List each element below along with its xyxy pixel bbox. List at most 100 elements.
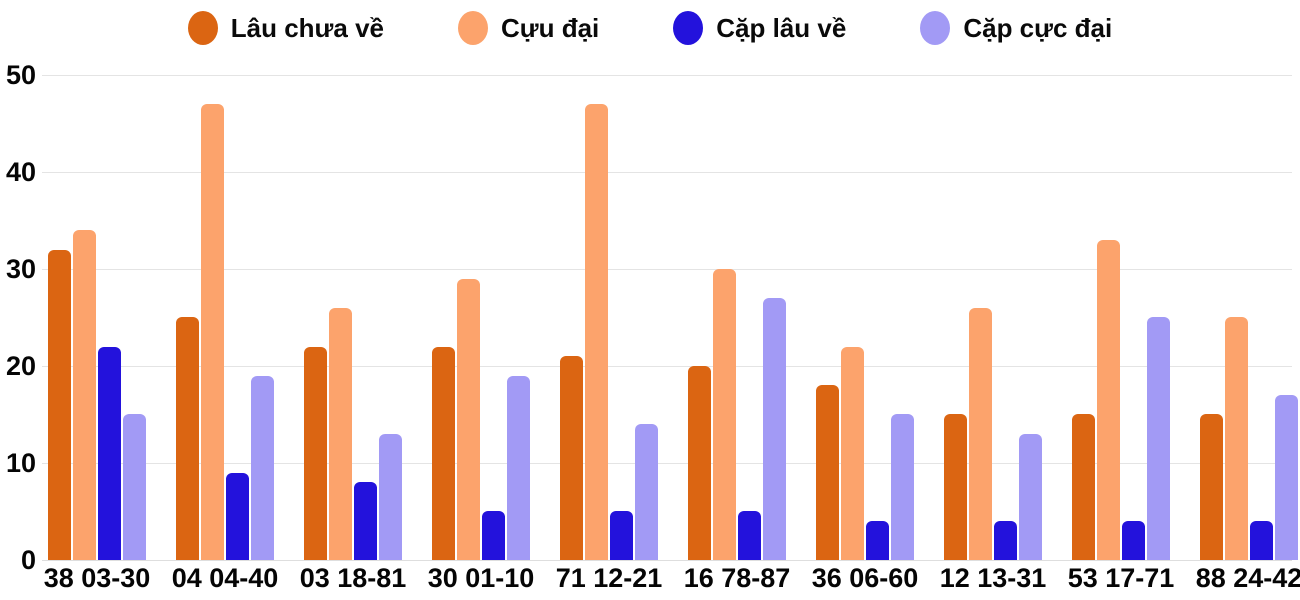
x-axis-label-9: 88 24-42 (1195, 563, 1300, 593)
legend-label: Cặp cực đại (963, 12, 1113, 43)
x-cell-9: 88 24-42 (1196, 563, 1300, 594)
bar-series1-cat5 (713, 269, 736, 560)
x-cell-2: 03 18-81 (300, 563, 407, 594)
x-axis-label-7: 12 13-31 (939, 563, 1047, 593)
y-tick-label-10: 10 (5, 448, 36, 478)
bar-series0-cat6 (816, 385, 839, 560)
bar-group-8 (1072, 75, 1170, 560)
y-axis: 0 10 20 30 40 50 (0, 0, 38, 600)
legend-label: Cựu đại (501, 12, 600, 43)
bar-series2-cat5 (738, 511, 761, 560)
legend-label: Lâu chưa về (230, 12, 384, 43)
bar-group-0 (48, 75, 146, 560)
bar-series0-cat2 (304, 347, 327, 560)
bar-group-7 (944, 75, 1042, 560)
bar-group-2 (304, 75, 402, 560)
bar-series3-cat9 (1275, 395, 1298, 560)
bar-series3-cat8 (1147, 317, 1170, 560)
bar-series2-cat1 (226, 473, 249, 560)
legend-color-dot (187, 11, 218, 45)
bar-series2-cat7 (994, 521, 1017, 560)
legend-color-dot (920, 11, 951, 45)
bar-series2-cat0 (98, 347, 121, 560)
bar-series1-cat0 (73, 230, 96, 560)
bar-series3-cat6 (891, 414, 914, 560)
x-cell-1: 04 04-40 (172, 563, 279, 594)
bar-series3-cat7 (1019, 434, 1042, 560)
legend-color-dot (458, 11, 488, 45)
bar-series1-cat6 (841, 347, 864, 560)
x-cell-3: 30 01-10 (428, 563, 535, 594)
bar-group-3 (432, 75, 530, 560)
bar-series2-cat8 (1122, 521, 1145, 560)
gridline-10 (42, 463, 1292, 464)
bar-series2-cat4 (610, 511, 633, 560)
gridline-40 (42, 172, 1292, 173)
bar-series0-cat3 (432, 347, 455, 560)
y-tick-label-0: 0 (20, 545, 36, 575)
bar-series0-cat4 (560, 356, 583, 560)
bar-series3-cat4 (635, 424, 658, 560)
bar-series1-cat7 (969, 308, 992, 560)
bar-series1-cat3 (457, 279, 480, 560)
y-tick-label-20: 20 (5, 351, 36, 381)
x-axis-label-0: 38 03-30 (43, 563, 151, 593)
bar-series3-cat2 (379, 434, 402, 560)
legend-item-3: Cặp cực đại (920, 11, 1112, 45)
chart-legend: Lâu chưa về Cựu đại Cặp lâu về Cặp cực đại (0, 6, 1300, 50)
bar-series1-cat8 (1097, 240, 1120, 560)
plot-area (42, 75, 1292, 561)
bar-group-9 (1200, 75, 1298, 560)
legend-color-dot (673, 11, 704, 45)
bar-groups-container (42, 75, 1298, 560)
bar-series3-cat0 (123, 414, 146, 560)
bar-series2-cat6 (866, 521, 889, 560)
x-axis: 38 03-30 04 04-40 03 18-81 30 01-10 71 12-21… (42, 563, 1300, 594)
bar-group-1 (176, 75, 274, 560)
gridline-50 (42, 75, 1292, 76)
x-cell-0: 38 03-30 (44, 563, 151, 594)
gridline-0 (42, 560, 1292, 561)
x-axis-label-6: 36 06-60 (811, 563, 919, 593)
x-cell-5: 16 78-87 (684, 563, 791, 594)
x-axis-label-4: 71 12-21 (555, 563, 663, 593)
bar-series3-cat3 (507, 376, 530, 560)
bar-group-4 (560, 75, 658, 560)
bar-series2-cat2 (354, 482, 377, 560)
bar-series0-cat8 (1072, 414, 1095, 560)
y-tick-label-40: 40 (5, 157, 36, 187)
bar-series2-cat9 (1250, 521, 1273, 560)
bar-series1-cat4 (585, 104, 608, 560)
bar-series0-cat0 (48, 250, 71, 560)
x-axis-label-8: 53 17-71 (1067, 563, 1175, 593)
bar-series0-cat5 (688, 366, 711, 560)
bar-series1-cat9 (1225, 317, 1248, 560)
x-axis-label-3: 30 01-10 (427, 563, 535, 593)
bar-series1-cat1 (201, 104, 224, 560)
x-cell-6: 36 06-60 (812, 563, 919, 594)
legend-item-0: Lâu chưa về (187, 11, 384, 45)
y-tick-label-30: 30 (5, 254, 36, 284)
legend-label: Cặp lâu về (716, 12, 847, 43)
x-cell-7: 12 13-31 (940, 563, 1047, 594)
bar-series2-cat3 (482, 511, 505, 560)
x-axis-label-5: 16 78-87 (683, 563, 791, 593)
bar-series0-cat7 (944, 414, 967, 560)
x-axis-label-1: 04 04-40 (171, 563, 279, 593)
bar-series3-cat1 (251, 376, 274, 560)
bar-series3-cat5 (763, 298, 786, 560)
bar-series1-cat2 (329, 308, 352, 560)
x-cell-4: 71 12-21 (556, 563, 663, 594)
legend-item-1: Cựu đại (458, 11, 599, 45)
gridline-30 (42, 269, 1292, 270)
x-axis-label-2: 03 18-81 (299, 563, 407, 593)
x-cell-8: 53 17-71 (1068, 563, 1175, 594)
bar-group-5 (688, 75, 786, 560)
legend-item-2: Cặp lâu về (673, 11, 846, 45)
bar-group-6 (816, 75, 914, 560)
y-tick-label-50: 50 (5, 60, 36, 90)
gridline-20 (42, 366, 1292, 367)
bar-series0-cat1 (176, 317, 199, 560)
bar-series0-cat9 (1200, 414, 1223, 560)
